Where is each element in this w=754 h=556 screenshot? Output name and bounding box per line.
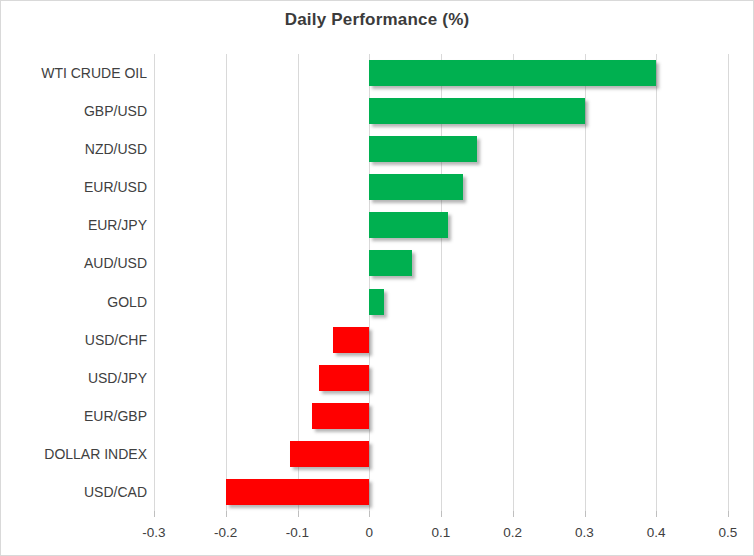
x-tick-label: -0.1 bbox=[286, 525, 309, 540]
chart-bar bbox=[319, 365, 369, 391]
daily-performance-chart: Daily Performance (%) WTI CRUDE OILGBP/U… bbox=[0, 0, 754, 556]
axis-tick bbox=[728, 511, 729, 517]
chart-bar bbox=[369, 250, 412, 276]
value-axis: -0.3-0.2-0.100.10.20.30.40.5 bbox=[154, 525, 728, 545]
chart-bar bbox=[226, 479, 370, 505]
chart-bar bbox=[369, 136, 477, 162]
chart-bar bbox=[369, 98, 584, 124]
axis-tick bbox=[513, 511, 514, 517]
axis-tick bbox=[441, 511, 442, 517]
category-label: AUD/USD bbox=[1, 244, 147, 282]
x-tick-label: 0.5 bbox=[719, 525, 738, 540]
category-axis: WTI CRUDE OILGBP/USDNZD/USDEUR/USDEUR/JP… bbox=[1, 54, 147, 511]
chart-title: Daily Performance (%) bbox=[1, 10, 753, 30]
category-label: NZD/USD bbox=[1, 130, 147, 168]
chart-bar bbox=[369, 212, 448, 238]
chart-bar bbox=[369, 60, 656, 86]
chart-bar bbox=[290, 441, 369, 467]
gridline bbox=[226, 54, 227, 511]
category-label: USD/CAD bbox=[1, 473, 147, 511]
category-label: USD/CHF bbox=[1, 321, 147, 359]
x-tick-label: 0.2 bbox=[503, 525, 522, 540]
gridline bbox=[154, 54, 155, 511]
category-label: EUR/JPY bbox=[1, 206, 147, 244]
x-tick-label: -0.2 bbox=[214, 525, 237, 540]
chart-bar bbox=[333, 327, 369, 353]
axis-tick bbox=[298, 511, 299, 517]
axis-tick bbox=[656, 511, 657, 517]
x-tick-label: 0.3 bbox=[575, 525, 594, 540]
chart-bar bbox=[369, 174, 462, 200]
category-label: DOLLAR INDEX bbox=[1, 435, 147, 473]
axis-tick bbox=[154, 511, 155, 517]
axis-tick bbox=[369, 511, 370, 517]
axis-tick bbox=[226, 511, 227, 517]
category-label: USD/JPY bbox=[1, 359, 147, 397]
category-label: EUR/GBP bbox=[1, 397, 147, 435]
category-label: EUR/USD bbox=[1, 168, 147, 206]
x-tick-label: 0.4 bbox=[647, 525, 666, 540]
gridline bbox=[656, 54, 657, 511]
gridline bbox=[585, 54, 586, 511]
chart-bar bbox=[369, 289, 383, 315]
category-label: GBP/USD bbox=[1, 92, 147, 130]
chart-bar bbox=[312, 403, 369, 429]
category-label: WTI CRUDE OIL bbox=[1, 54, 147, 92]
plot-area bbox=[154, 54, 728, 511]
x-tick-label: 0 bbox=[365, 525, 373, 540]
x-tick-label: 0.1 bbox=[432, 525, 451, 540]
category-label: GOLD bbox=[1, 283, 147, 321]
axis-tick bbox=[585, 511, 586, 517]
x-tick-label: -0.3 bbox=[142, 525, 165, 540]
gridline bbox=[728, 54, 729, 511]
